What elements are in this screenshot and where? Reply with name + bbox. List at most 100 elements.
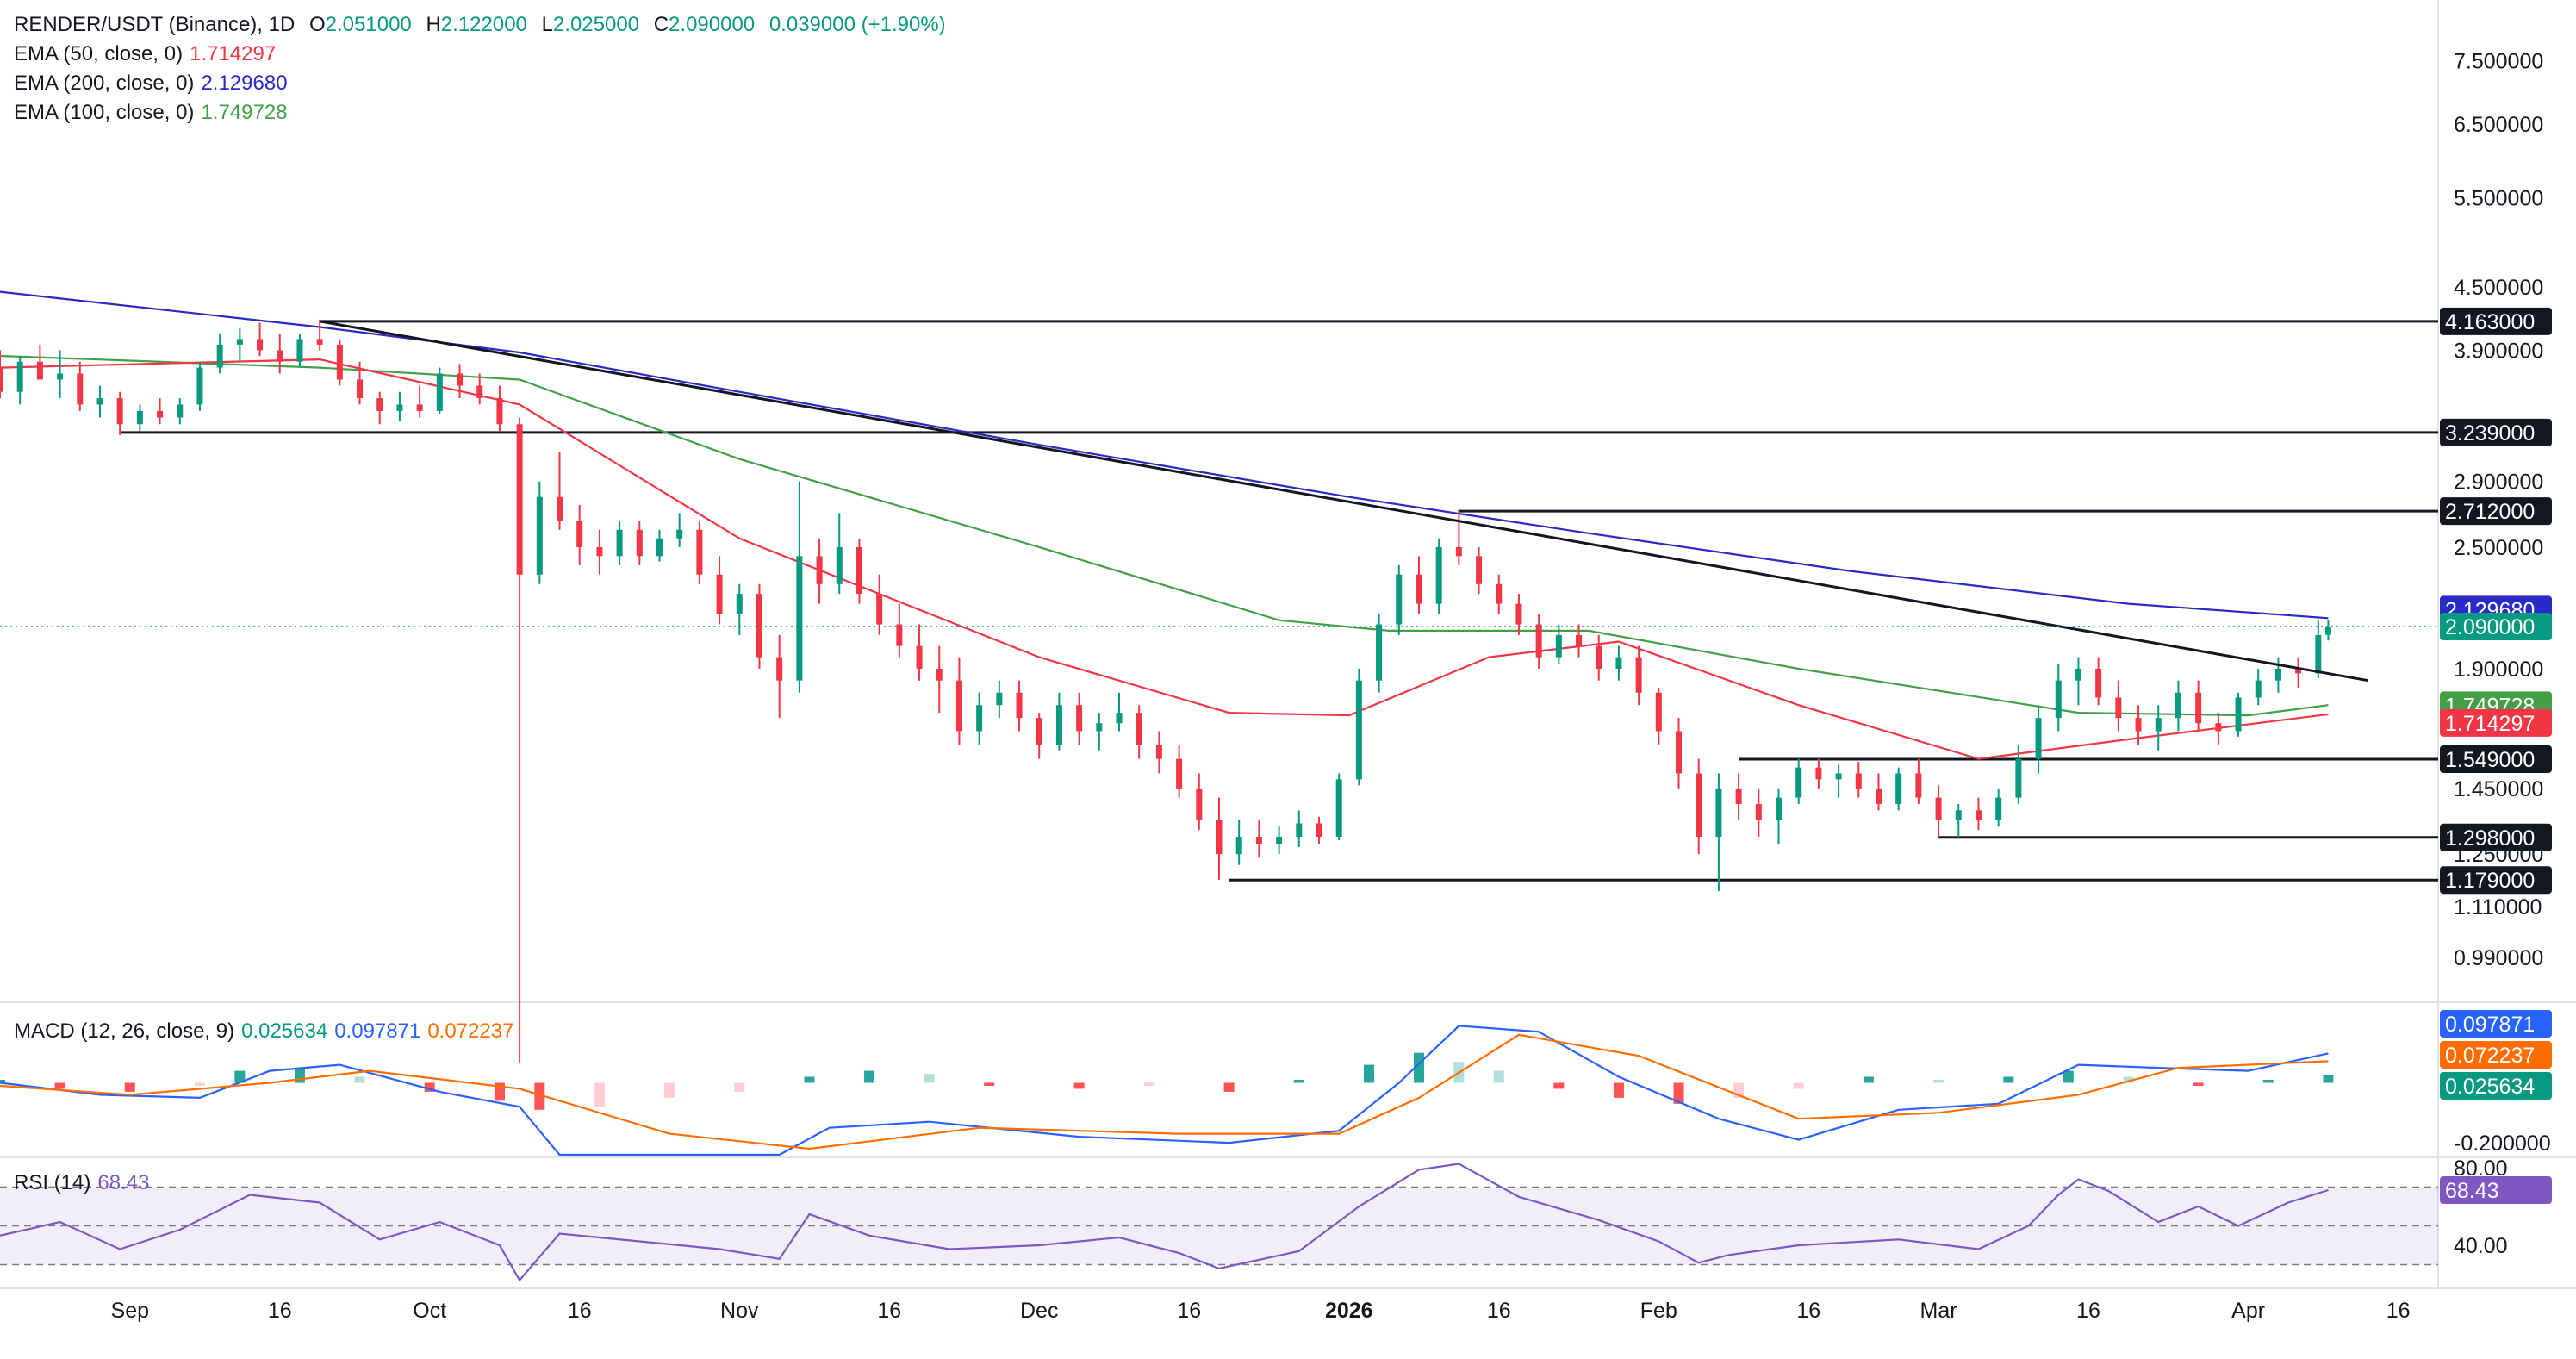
ema50-value: 1.714297 bbox=[190, 42, 277, 65]
candle-body bbox=[596, 546, 603, 557]
macd-histogram-bar bbox=[594, 1082, 605, 1107]
rsi-legend: RSI (14) 68.43 bbox=[14, 1169, 149, 1198]
macd-histogram-bar bbox=[54, 1082, 65, 1089]
ema-line bbox=[0, 290, 2329, 620]
candle-body bbox=[516, 424, 523, 575]
candle-body bbox=[1676, 731, 1683, 774]
close-label: C bbox=[653, 13, 669, 36]
time-tick-label: Oct bbox=[413, 1299, 446, 1323]
price-tick-label: 1.450000 bbox=[2454, 777, 2543, 801]
macd-price-tag bbox=[2440, 1072, 2552, 1100]
rsi-line bbox=[0, 1163, 2329, 1282]
candle-body bbox=[1176, 758, 1183, 789]
macd-histogram-bar bbox=[534, 1082, 545, 1110]
time-tick-label: 16 bbox=[2386, 1299, 2411, 1323]
candle-body bbox=[896, 624, 903, 646]
candle-body bbox=[1776, 797, 1783, 820]
close-value: 2.090000 bbox=[669, 13, 756, 36]
candle-body bbox=[57, 373, 64, 380]
candle-body bbox=[177, 404, 184, 418]
candle-body bbox=[16, 361, 23, 392]
ema200-label: EMA (200, close, 0) bbox=[14, 72, 195, 95]
candle-body bbox=[1835, 773, 1842, 780]
ema50-label: EMA (50, close, 0) bbox=[14, 42, 184, 65]
candle-body bbox=[2215, 723, 2222, 732]
candle-body bbox=[1255, 837, 1262, 844]
price-tick-label: 3.900000 bbox=[2454, 339, 2543, 363]
low-value: 2.025000 bbox=[552, 13, 640, 36]
price-tick-label: 7.500000 bbox=[2454, 49, 2543, 73]
candle-body bbox=[2295, 668, 2302, 674]
macd-hist-value: 0.025634 bbox=[241, 1019, 328, 1043]
candle-body bbox=[157, 410, 164, 418]
candle-body bbox=[1396, 574, 1403, 625]
macd-legend: MACD (12, 26, close, 9) 0.025634 0.097871 0… bbox=[14, 1017, 513, 1046]
candle-body bbox=[1136, 713, 1142, 745]
candle-body bbox=[616, 529, 623, 557]
candle-body bbox=[1855, 773, 1862, 789]
level-price-tag bbox=[2440, 497, 2552, 526]
macd-histogram-bar bbox=[1073, 1082, 1085, 1089]
ema200-legend: EMA (200, close, 0) 2.129680 bbox=[14, 69, 288, 98]
candle-body bbox=[1036, 718, 1042, 745]
macd-price-tag-label: 0.097871 bbox=[2445, 1013, 2535, 1037]
candle-body bbox=[2115, 697, 2122, 719]
candle-body bbox=[1995, 797, 2002, 820]
candle-body bbox=[1515, 603, 1522, 625]
price-tick-label: 4.500000 bbox=[2454, 276, 2543, 300]
candle-body bbox=[236, 339, 243, 345]
candle-body bbox=[1615, 657, 1622, 669]
symbol-label: RENDER/USDT (Binance), 1D bbox=[14, 13, 296, 36]
candle-body bbox=[656, 538, 663, 557]
price-tick-label: 2.500000 bbox=[2454, 536, 2543, 560]
candle-body bbox=[1535, 624, 1542, 658]
macd-price-tag bbox=[2440, 1010, 2552, 1038]
candle-body bbox=[77, 373, 84, 405]
macd-histogram-bar bbox=[924, 1074, 935, 1083]
candle-body bbox=[676, 529, 683, 539]
candle-body bbox=[1435, 546, 1442, 604]
candle-body bbox=[1296, 823, 1303, 838]
low-label: L bbox=[541, 13, 553, 36]
candle-body bbox=[496, 398, 503, 425]
open-label: O bbox=[308, 13, 326, 36]
ema-line bbox=[0, 354, 2329, 717]
candle-body bbox=[2324, 627, 2331, 635]
candle-body bbox=[2095, 668, 2102, 698]
candle-body bbox=[1955, 810, 1962, 820]
macd-signal-value: 0.072237 bbox=[427, 1019, 514, 1043]
candle-body bbox=[1076, 705, 1083, 732]
candle-body bbox=[2075, 668, 2081, 681]
candle-body bbox=[1576, 634, 1583, 646]
ema200-value: 2.129680 bbox=[201, 72, 288, 95]
ema100-label: EMA (100, close, 0) bbox=[14, 101, 195, 124]
time-tick-label: 16 bbox=[1487, 1299, 1511, 1323]
macd-histogram-bar bbox=[124, 1082, 135, 1092]
level-price-tag bbox=[2440, 823, 2552, 851]
candle-body bbox=[257, 339, 264, 351]
level-price-tag-label: 1.179000 bbox=[2445, 869, 2535, 893]
candle-body bbox=[716, 574, 723, 614]
price-tick-label: 0.990000 bbox=[2454, 946, 2543, 970]
candle-body bbox=[416, 404, 423, 411]
level-price-tag-label: 2.712000 bbox=[2445, 500, 2535, 524]
time-tick-label: Sep bbox=[111, 1299, 149, 1323]
candle-body bbox=[1795, 767, 1802, 798]
candle-body bbox=[536, 496, 543, 575]
macd-histogram-bar bbox=[2193, 1082, 2204, 1086]
macd-histogram-bar bbox=[664, 1082, 675, 1098]
candle-body bbox=[796, 556, 803, 681]
ema100-legend: EMA (100, close, 0) 1.749728 bbox=[14, 98, 288, 128]
rsi-price-tag-label: 68.43 bbox=[2445, 1179, 2499, 1203]
rsi-tick-label: 40.00 bbox=[2454, 1234, 2508, 1258]
candle-body bbox=[1155, 745, 1162, 759]
time-tick-label: 16 bbox=[2076, 1299, 2100, 1323]
high-value: 2.122000 bbox=[440, 13, 527, 36]
time-tick-label: 16 bbox=[1177, 1299, 1201, 1323]
candle-body bbox=[2255, 680, 2262, 698]
macd-histogram-bar bbox=[2063, 1070, 2074, 1083]
candle-body bbox=[2155, 718, 2162, 732]
price-tag-label: 1.714297 bbox=[2445, 712, 2535, 736]
